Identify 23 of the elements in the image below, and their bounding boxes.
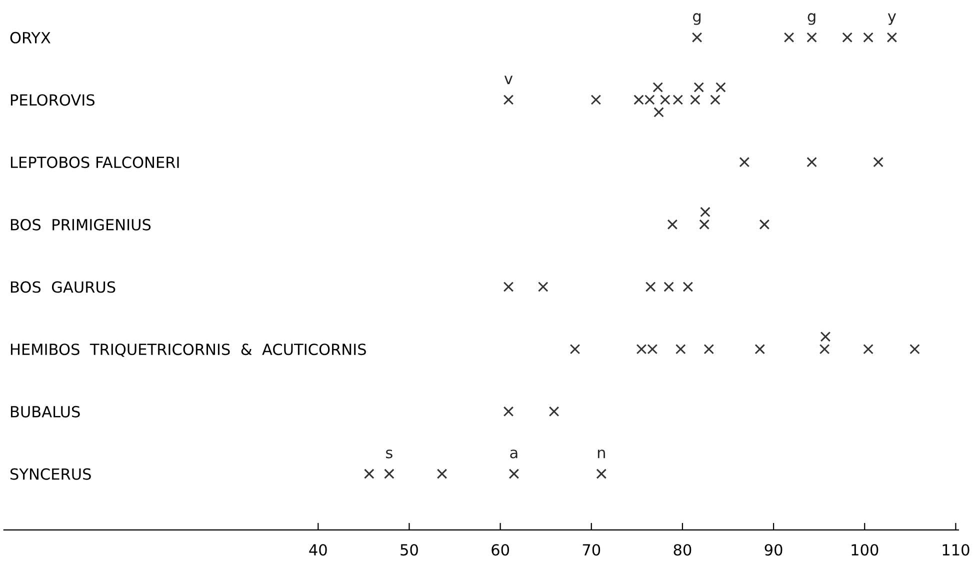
y-tick-label: BUBALUS	[10, 406, 80, 418]
y-tick-label: BOS GAURUS	[10, 281, 116, 293]
x-tick-label: 50	[400, 544, 418, 556]
y-tick-label: ORYX	[10, 32, 50, 44]
x-tick-label: 100	[852, 544, 878, 556]
x-tick-label: 60	[492, 544, 510, 556]
annotation: v	[504, 76, 513, 84]
annotation: n	[598, 450, 605, 458]
x-tick-label: 70	[582, 544, 600, 556]
x-tick-label: 80	[674, 544, 692, 556]
annotation: s	[386, 450, 392, 458]
x-tick-label: 110	[942, 544, 970, 556]
y-tick-label: PELOROVIS	[10, 94, 94, 106]
y-tick-label: LEPTOBOS FALCONERI	[10, 156, 179, 168]
y-tick-label: SYNCERUS	[10, 468, 91, 480]
y-tick-label: HEMIBOS TRIQUETRICORNIS & ACUTICORNIS	[10, 344, 366, 357]
annotation: g	[808, 13, 816, 25]
y-tick-label: BOS PRIMIGENIUS	[10, 218, 151, 230]
x-tick-label: 40	[309, 544, 327, 556]
annotation: g	[693, 13, 700, 25]
annotation: y	[888, 13, 896, 25]
x-tick-label: 90	[764, 544, 782, 556]
annotation: a	[510, 450, 518, 458]
